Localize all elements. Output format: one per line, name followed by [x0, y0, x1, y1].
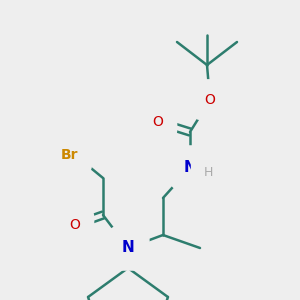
Text: O: O [153, 115, 164, 129]
Text: N: N [184, 160, 196, 175]
Text: N: N [122, 241, 134, 256]
Text: O: O [205, 93, 215, 107]
Text: H: H [203, 166, 213, 178]
Text: O: O [70, 218, 80, 232]
Text: Br: Br [61, 148, 79, 162]
